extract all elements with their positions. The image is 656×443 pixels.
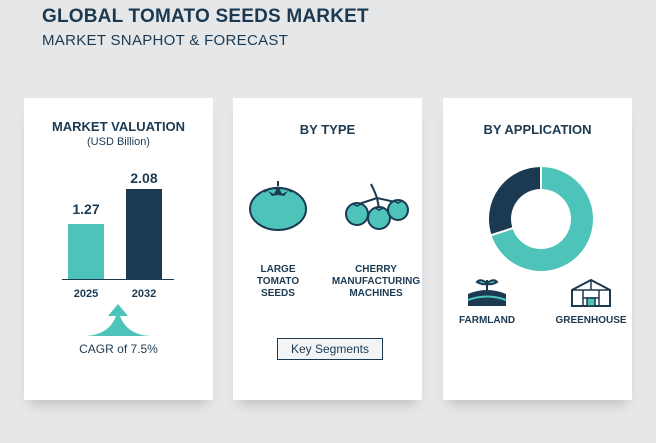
bar-2032 — [126, 189, 162, 279]
by-application-heading: BY APPLICATION — [483, 122, 592, 137]
application-label-greenhouse: GREENHOUSE — [555, 315, 627, 326]
donut-slice-farmland — [489, 167, 542, 236]
bar-2025 — [68, 224, 104, 279]
year-label-2032: 2032 — [131, 288, 157, 300]
by-type-heading: BY TYPE — [299, 122, 356, 137]
large-tomato-icon — [249, 181, 307, 231]
type-label-cherry: CHERRY MANUFACTURING MACHINES — [331, 264, 421, 299]
farmland-icon — [467, 279, 507, 306]
bar-value-2025: 1.27 — [72, 201, 100, 217]
year-label-2025: 2025 — [73, 288, 99, 300]
donut-separator-0 — [490, 227, 514, 237]
key-segments-button[interactable]: Key Segments — [277, 338, 383, 360]
application-label-farmland: FARMLAND — [458, 315, 516, 326]
page-subtitle: MARKET SNAPHOT & FORECAST — [42, 32, 289, 49]
market-valuation-heading: MARKET VALUATION — [51, 119, 186, 134]
page-title: GLOBAL TOMATO SEEDS MARKET — [42, 6, 369, 27]
valuation-unit: (USD Billion) — [87, 136, 150, 148]
by-type-card: BY TYPE LARGE TOMATO SEEDS CHERRY MANUFA… — [233, 98, 422, 400]
by-application-card: BY APPLICATION FARMLAND GREENHOUSE — [443, 98, 632, 400]
donut-slice-greenhouse — [491, 167, 593, 271]
growth-arrow-icon — [86, 304, 150, 336]
greenhouse-icon — [571, 278, 611, 307]
cherry-tomato-icon — [345, 183, 409, 230]
bar-value-2032: 2.08 — [130, 170, 158, 186]
cagr-label: CAGR of 7.5% — [79, 342, 158, 356]
bar-axis-line — [62, 279, 174, 280]
market-valuation-card: MARKET VALUATION (USD Billion) 1.27 2.08… — [24, 98, 213, 400]
application-donut-chart — [489, 166, 593, 271]
type-label-large-tomato-seeds: LARGE TOMATO SEEDS — [256, 264, 300, 299]
